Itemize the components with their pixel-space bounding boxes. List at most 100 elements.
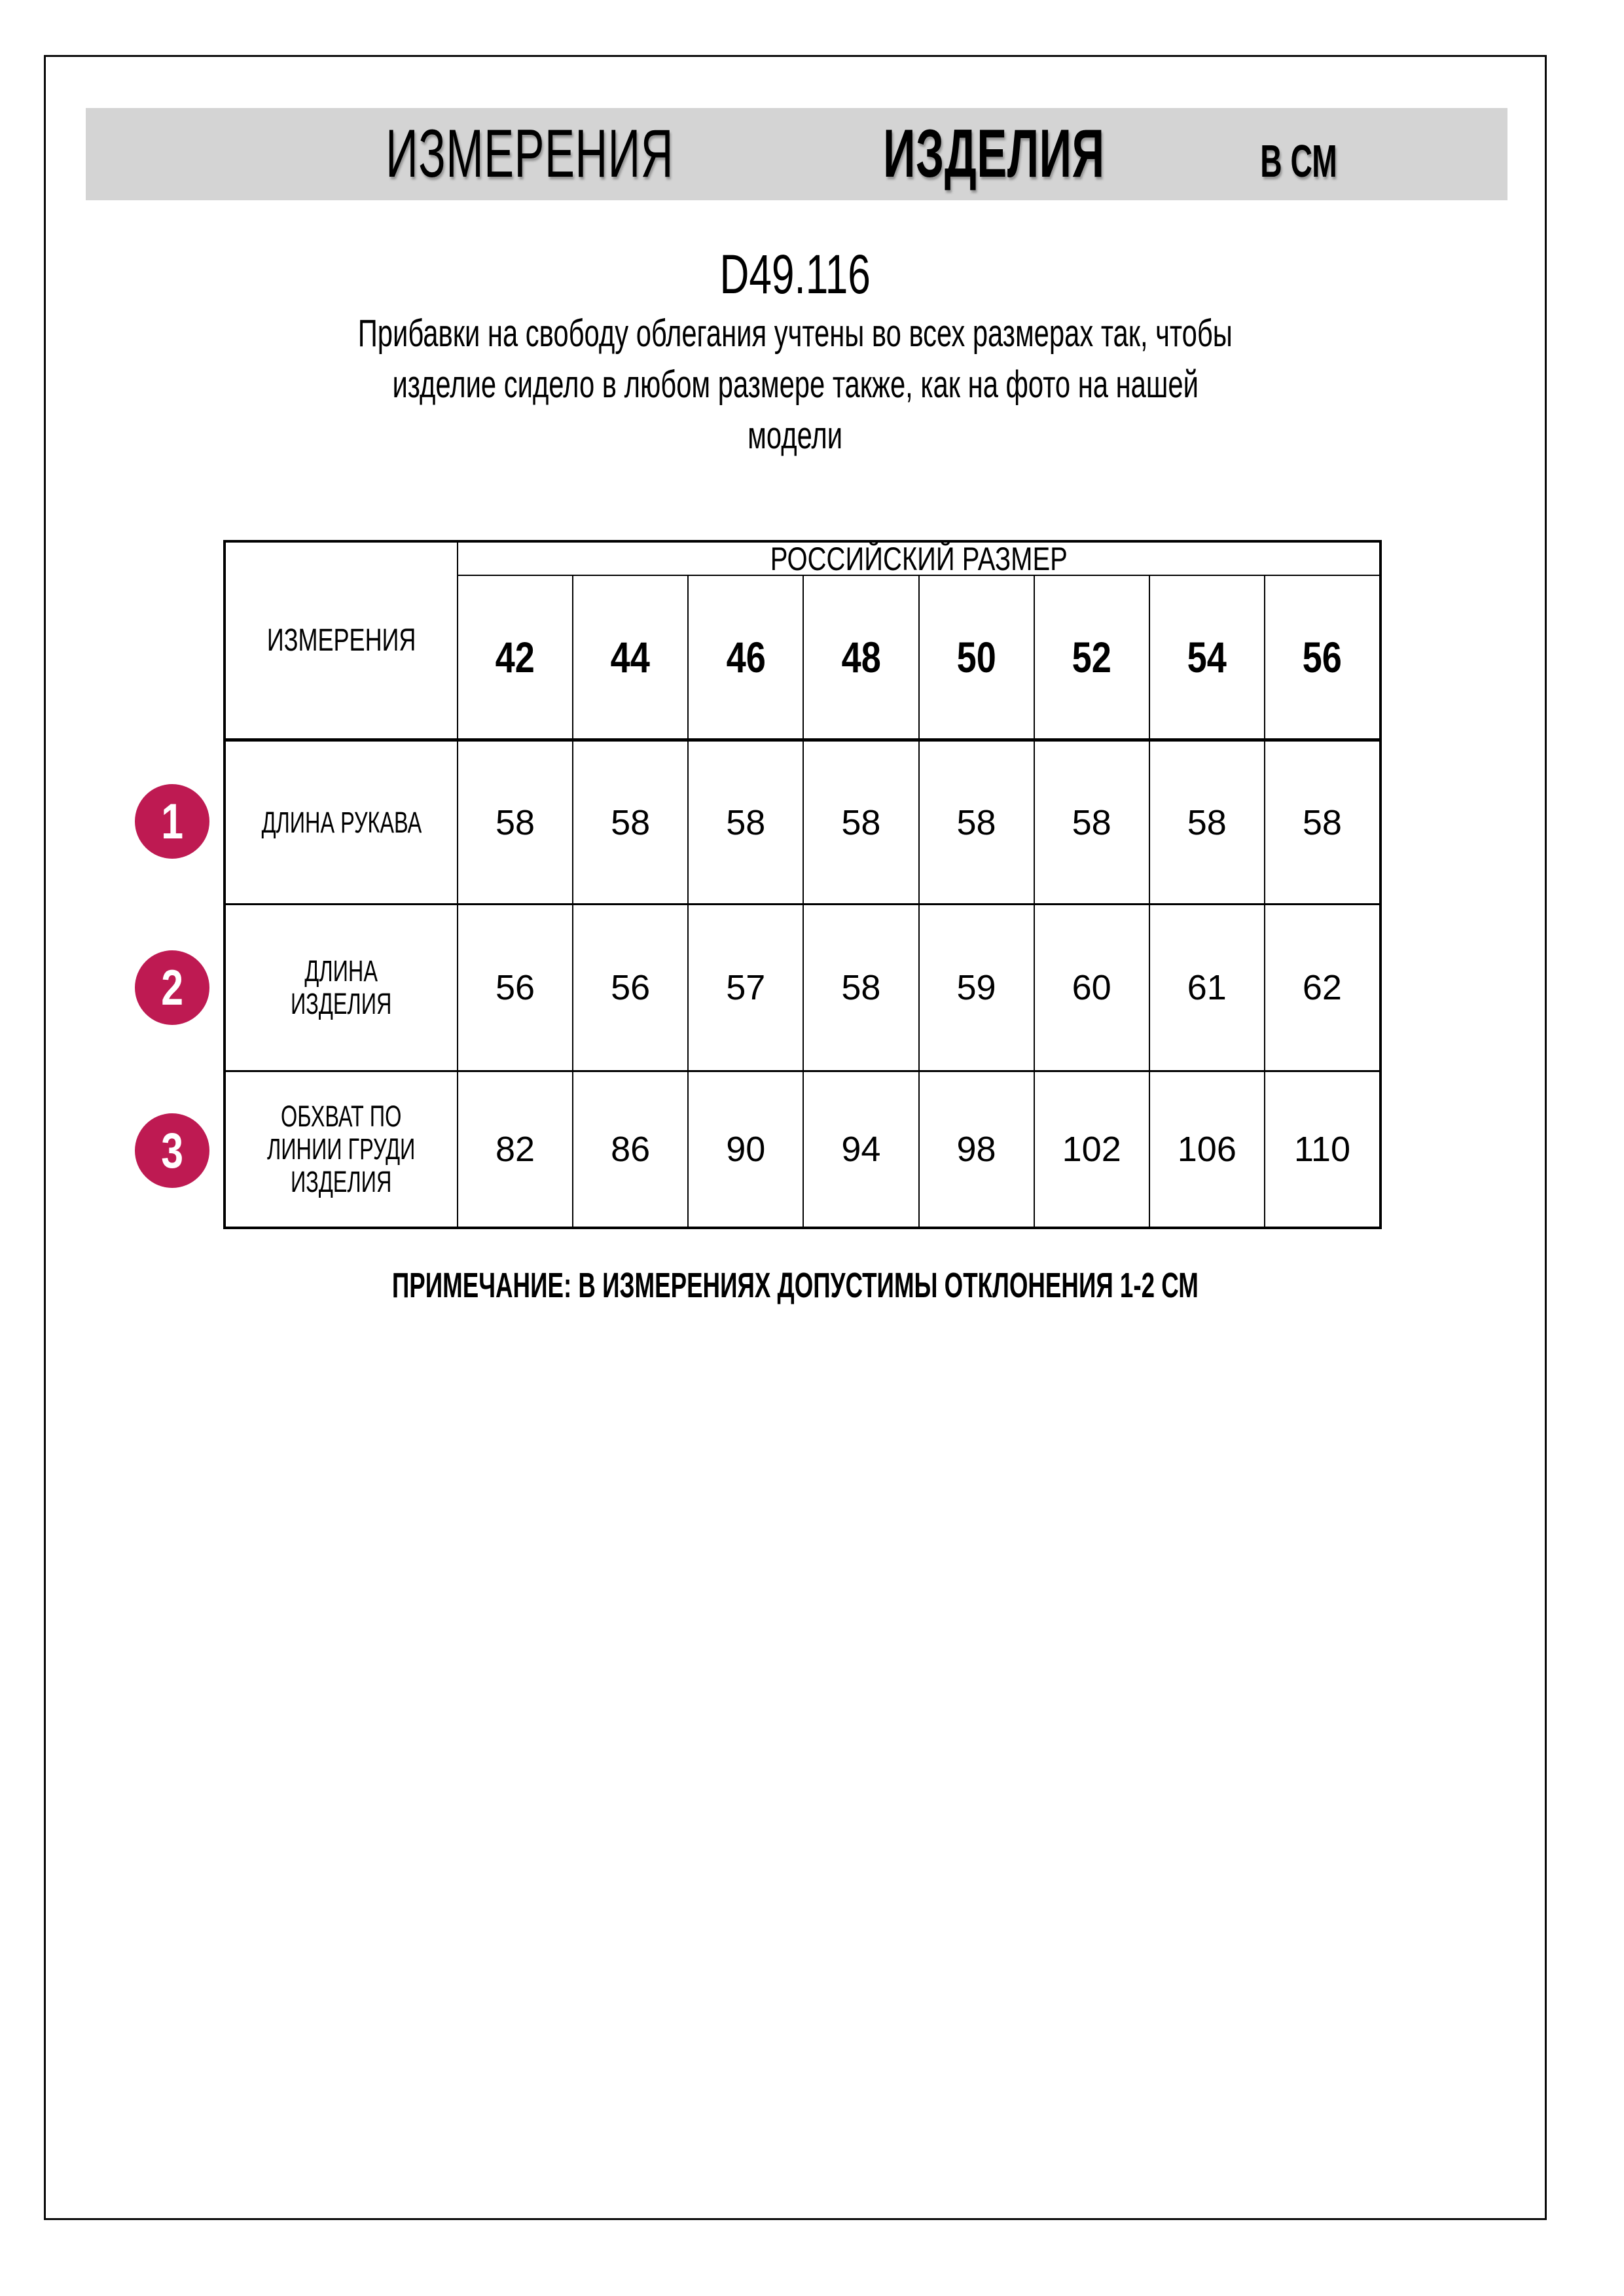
- table-value: 58: [1263, 738, 1379, 903]
- chest-54: 106: [1177, 1130, 1236, 1169]
- title-unit-cm: В СМ: [1260, 135, 1337, 187]
- table-value: 90: [687, 1070, 803, 1227]
- table-value: 58: [918, 738, 1034, 903]
- row-label-garment-length: ДЛИНА ИЗДЕЛИЯ: [226, 903, 457, 1070]
- table-header-russian-size-text: РОССИЙСКИЙ РАЗМЕР: [770, 540, 1068, 577]
- model-code-text: D49.116: [719, 243, 871, 305]
- garment-length-44: 56: [611, 968, 651, 1007]
- size-column-header-50: 50: [918, 576, 1034, 738]
- table-value: 56: [457, 903, 573, 1070]
- table-value: 98: [918, 1070, 1034, 1227]
- size-56: 56: [1302, 633, 1343, 681]
- table-value: 86: [572, 1070, 688, 1227]
- size-column-header-44: 44: [572, 576, 688, 738]
- row-label-chest-circumference: ОБХВАТ ПО ЛИНИИ ГРУДИ ИЗДЕЛИЯ: [226, 1070, 457, 1227]
- table-value: 57: [687, 903, 803, 1070]
- size-column-header-48: 48: [803, 576, 918, 738]
- chest-42: 82: [496, 1130, 535, 1169]
- chest-44: 86: [611, 1130, 651, 1169]
- row-marker-3: 3: [135, 1113, 209, 1188]
- size-column-header-46: 46: [687, 576, 803, 738]
- size-column-header-52: 52: [1033, 576, 1149, 738]
- table-value: 60: [1033, 903, 1149, 1070]
- sleeve-length-52: 58: [1072, 802, 1111, 842]
- table-value: 59: [918, 903, 1034, 1070]
- title-bar: ИЗМЕРЕНИЯ ИЗДЕЛИЯ В СМ: [86, 108, 1507, 200]
- table-value: 106: [1148, 1070, 1264, 1227]
- tolerance-note-text: ПРИМЕЧАНИЕ: В ИЗМЕРЕНИЯХ ДОПУСТИМЫ ОТКЛО…: [392, 1266, 1199, 1305]
- size-column-header-54: 54: [1148, 576, 1264, 738]
- sleeve-length-54: 58: [1187, 802, 1227, 842]
- row-marker-2: 2: [135, 950, 209, 1025]
- description-line-1-text: Прибавки на свободу облегания учтены во …: [358, 312, 1233, 355]
- table-value: 58: [572, 738, 688, 903]
- garment-length-50: 59: [956, 968, 996, 1007]
- chest-56: 110: [1293, 1130, 1350, 1169]
- table-header-russian-size: РОССИЙСКИЙ РАЗМЕР: [457, 540, 1379, 577]
- table-value: 58: [803, 738, 918, 903]
- row-label-chest-line3: ИЗДЕЛИЯ: [291, 1165, 392, 1198]
- size-52: 52: [1072, 633, 1111, 681]
- row-label-chest-line1: ОБХВАТ ПО: [281, 1100, 402, 1133]
- table-value: 102: [1033, 1070, 1149, 1227]
- table-value: 110: [1263, 1070, 1379, 1227]
- chest-48: 94: [841, 1130, 881, 1169]
- row-marker-1-number: 1: [161, 793, 183, 850]
- sleeve-length-50: 58: [956, 802, 996, 842]
- size-table: ИЗМЕРЕНИЯ РОССИЙСКИЙ РАЗМЕР 42 44 46 48 …: [223, 540, 1382, 1229]
- table-value: 58: [1033, 738, 1149, 903]
- chest-46: 90: [726, 1130, 766, 1169]
- table-header-measurements: ИЗМЕРЕНИЯ: [226, 543, 457, 738]
- table-value: 62: [1263, 903, 1379, 1070]
- row-marker-2-number: 2: [161, 960, 183, 1016]
- size-44: 44: [611, 633, 651, 681]
- garment-length-56: 62: [1302, 968, 1342, 1007]
- table-header-measurements-text: ИЗМЕРЕНИЯ: [266, 623, 416, 658]
- row-marker-3-number: 3: [161, 1122, 183, 1179]
- sleeve-length-44: 58: [611, 802, 651, 842]
- size-column-header-42: 42: [457, 576, 573, 738]
- sleeve-length-48: 58: [841, 802, 881, 842]
- sleeve-length-42: 58: [496, 802, 535, 842]
- row-label-garment-length-line2: ИЗДЕЛИЯ: [291, 987, 392, 1020]
- model-code: D49.116: [46, 243, 1545, 306]
- size-42: 42: [495, 633, 535, 681]
- description-line-2-text: изделие сидело в любом размере также, ка…: [392, 363, 1199, 406]
- title-word-product: ИЗДЕЛИЯ: [883, 116, 1105, 192]
- page-title: ИЗМЕРЕНИЯ ИЗДЕЛИЯ В СМ: [312, 115, 1357, 193]
- table-value: 61: [1148, 903, 1264, 1070]
- title-word-measurements: ИЗМЕРЕНИЯ: [386, 116, 674, 192]
- table-value: 56: [572, 903, 688, 1070]
- garment-length-42: 56: [496, 968, 535, 1007]
- sleeve-length-56: 58: [1302, 802, 1342, 842]
- row-label-sleeve-length-text: ДЛИНА РУКАВА: [261, 805, 422, 839]
- row-marker-1: 1: [135, 784, 209, 859]
- garment-length-54: 61: [1187, 968, 1227, 1007]
- table-value: 94: [803, 1070, 918, 1227]
- size-46: 46: [726, 633, 766, 681]
- size-column-header-56: 56: [1263, 576, 1379, 738]
- fit-description: Прибавки на свободу облегания учтены во …: [46, 308, 1545, 461]
- row-label-chest-line2: ЛИНИИ ГРУДИ: [267, 1132, 416, 1166]
- page-border-frame: ИЗМЕРЕНИЯ ИЗДЕЛИЯ В СМ D49.116 Прибавки …: [44, 55, 1547, 2220]
- table-value: 58: [687, 738, 803, 903]
- garment-length-52: 60: [1072, 968, 1111, 1007]
- table-value: 58: [1148, 738, 1264, 903]
- row-label-sleeve-length: ДЛИНА РУКАВА: [226, 738, 457, 903]
- tolerance-note: ПРИМЕЧАНИЕ: В ИЗМЕРЕНИЯХ ДОПУСТИМЫ ОТКЛО…: [46, 1265, 1545, 1306]
- description-line: Прибавки на свободу облегания учтены во …: [46, 308, 1545, 359]
- table-value: 58: [803, 903, 918, 1070]
- size-54: 54: [1187, 633, 1227, 681]
- table-value: 82: [457, 1070, 573, 1227]
- description-line: изделие сидело в любом размере также, ка…: [46, 359, 1545, 410]
- sleeve-length-46: 58: [726, 802, 766, 842]
- garment-length-48: 58: [841, 968, 881, 1007]
- size-50: 50: [956, 633, 996, 681]
- description-line-3-text: модели: [748, 414, 843, 457]
- chest-50: 98: [956, 1130, 996, 1169]
- chest-52: 102: [1062, 1130, 1121, 1169]
- table-value: 58: [457, 738, 573, 903]
- size-48: 48: [841, 633, 881, 681]
- garment-length-46: 57: [726, 968, 766, 1007]
